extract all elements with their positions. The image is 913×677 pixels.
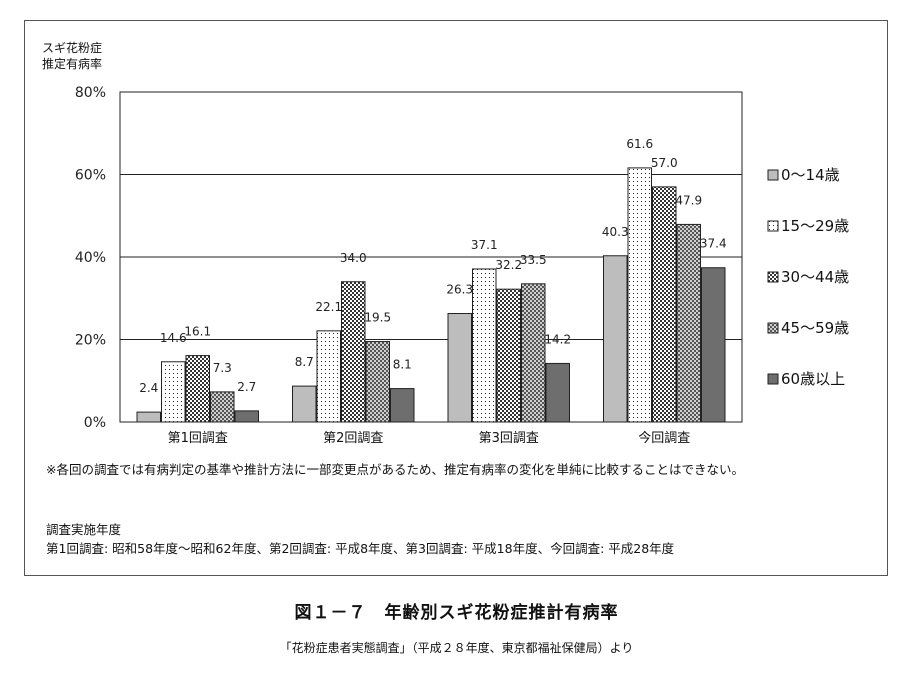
y-axis-title-line: 推定有病率 [42,57,103,71]
data-labels: 2.4 14.616.1 7.3 2.7 8.7 22.1 34.0 19.5 8.1 26.3 3… [139,137,726,395]
data-label: 22.1 [315,300,342,314]
y-tick-labels: 0% 20% 40% 60% 80% [75,85,106,431]
bar [234,410,259,423]
data-label: 16.1 [184,325,211,339]
y-axis-title-line: スギ花粉症 [42,41,103,55]
data-label: 14.2 [544,332,571,346]
bar [701,267,726,423]
bar [161,361,186,423]
bar [136,411,161,423]
data-label: 2.4 [139,381,158,395]
y-axis-title: スギ花粉症 推定有病率 [42,40,102,72]
category-label: 第1回調査 [168,431,228,446]
category-label: 第3回調査 [479,431,539,446]
bar [210,391,235,423]
data-label: 14.6 [160,331,187,345]
category-label: 第2回調査 [323,431,383,446]
survey-years: 調査実施年度 第1回調査: 昭和58年度〜昭和62年度、第2回調査: 平成8年度… [46,520,866,558]
legend-label: 60歳以上 [781,370,845,388]
survey-years-heading: 調査実施年度 [46,522,122,537]
data-label: 32.2 [495,258,522,272]
bar [676,223,701,423]
data-label: 33.5 [520,253,547,267]
category-labels: 第1回調査 第2回調査 第3回調査 今回調査 [168,430,691,446]
data-label: 37.1 [471,238,498,252]
legend-label: 45〜59歳 [781,319,849,337]
data-label: 40.3 [602,225,629,239]
bar [496,288,521,423]
bar [390,388,415,423]
legend-swatch [767,169,779,181]
legend-label: 30〜44歳 [781,268,849,286]
bar [521,283,546,423]
bar-chart: 0% 20% 40% 60% 80% 2.4 14.616.1 7.3 2.7 8.7 22.1 3… [75,85,849,446]
bar [365,341,390,423]
data-label: 37.4 [700,237,727,251]
bar [185,355,210,423]
bars [136,167,726,423]
legend-swatch [767,322,779,334]
data-label: 61.6 [626,137,653,151]
comparison-note: ※各回の調査では有病判定の基準や推計方法に一部変更点があるため、推定有病率の変化… [46,462,744,477]
data-label: 57.0 [651,156,678,170]
figure-source: 「花粉症患者実態調査」（平成２８年度、東京都福祉保健局）より [279,641,634,655]
legend: 0〜14歳 15〜29歳 30〜44歳 45〜59歳 60歳以上 [767,166,849,388]
survey-years-detail: 第1回調査: 昭和58年度〜昭和62年度、第2回調査: 平成8年度、第3回調査:… [46,541,675,556]
legend-swatch [767,220,779,232]
data-label: 7.3 [213,361,232,375]
bar [447,313,472,423]
data-label: 2.7 [237,380,256,394]
y-tick-label: 80% [75,85,106,101]
y-tick-label: 40% [75,250,106,266]
bar [627,167,652,423]
legend-swatch [767,271,779,283]
legend-label: 15〜29歳 [781,217,849,235]
y-tick-label: 20% [75,333,106,349]
bar [341,281,366,423]
y-tick-label: 0% [84,415,106,431]
legend-swatch [767,373,779,385]
data-label: 47.9 [675,193,702,207]
figure-title: 図１－７ 年齢別スギ花粉症推計有病率 [294,603,619,623]
data-label: 26.3 [446,283,473,297]
data-label: 8.7 [295,355,314,369]
bar [292,385,317,423]
bar [472,268,497,423]
data-label: 8.1 [393,358,412,372]
chart-frame [24,20,888,576]
bar [545,362,570,423]
plot-area [119,91,743,423]
legend-label: 0〜14歳 [781,166,840,184]
category-label: 今回調査 [638,430,690,446]
bar [652,186,677,423]
data-label: 19.5 [364,311,391,325]
y-tick-label: 60% [75,168,106,184]
bar [603,255,628,423]
bar [316,330,341,423]
data-label: 34.0 [340,251,367,265]
